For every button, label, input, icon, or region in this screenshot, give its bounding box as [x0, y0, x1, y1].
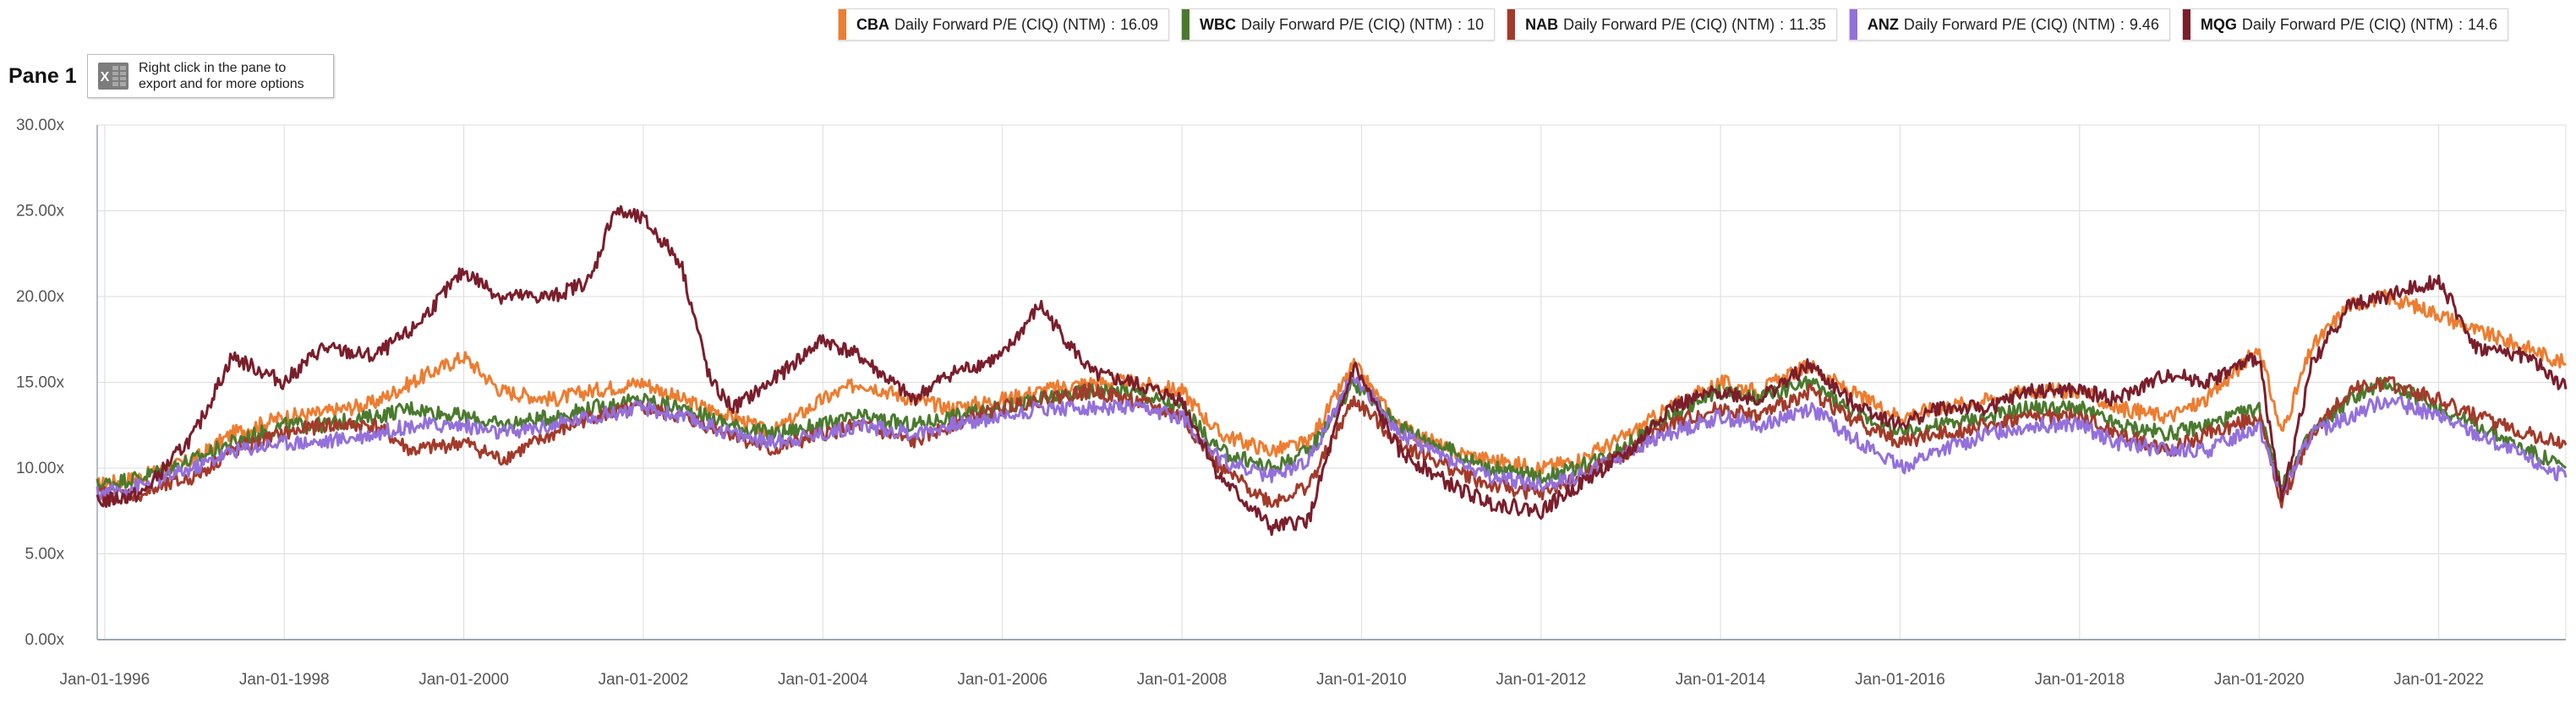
x-tick-label: Jan-01-2000: [418, 671, 509, 689]
legend-swatch: [1849, 9, 1857, 40]
export-hint-line1: Right click in the pane to: [139, 61, 287, 75]
svg-text:X: X: [101, 70, 110, 84]
legend-item-cba[interactable]: CBA Daily Forward P/E (CIQ) (NTM):16.09: [837, 8, 1170, 41]
x-tick-label: Jan-01-1998: [239, 671, 330, 689]
legend-swatch: [1507, 9, 1516, 40]
x-tick-label: Jan-01-2014: [1676, 671, 1766, 689]
series-line-mqg: [96, 204, 2568, 537]
legend-item-mqg[interactable]: MQG Daily Forward P/E (CIQ) (NTM):14.6: [2181, 8, 2508, 41]
export-hint-box[interactable]: X Right click in the pane to export and …: [87, 54, 334, 98]
legend-code: NAB: [1525, 15, 1559, 33]
legend-code: WBC: [1200, 15, 1237, 33]
legend-swatch: [2182, 9, 2190, 40]
legend-item-nab[interactable]: NAB Daily Forward P/E (CIQ) (NTM):11.35: [1507, 8, 1837, 41]
series-line-anz: [96, 372, 2568, 501]
legend-separator: :: [2119, 15, 2125, 33]
y-tick-label: 20.00x: [16, 288, 65, 306]
legend-swatch: [1182, 9, 1190, 40]
legend-desc: Daily Forward P/E (CIQ) (NTM): [1903, 15, 2115, 33]
x-tick-label: Jan-01-2020: [2214, 671, 2305, 689]
legend-separator: :: [1458, 15, 1463, 33]
legend-value: 16.09: [1119, 15, 1159, 33]
x-tick-label: Jan-01-2012: [1496, 671, 1586, 689]
legend-separator: :: [1110, 15, 1115, 33]
chart-legend: CBA Daily Forward P/E (CIQ) (NTM):16.09 WB…: [837, 8, 2508, 41]
legend-desc: Daily Forward P/E (CIQ) (NTM): [1241, 15, 1453, 33]
legend-code: MQG: [2200, 15, 2237, 33]
x-tick-label: Jan-01-2016: [1855, 671, 1945, 689]
y-tick-label: 10.00x: [16, 460, 65, 477]
series-line-cba: [96, 289, 2567, 493]
export-hint-text: Right click in the pane to export and fo…: [139, 60, 304, 92]
x-tick-label: Jan-01-2008: [1137, 671, 1228, 689]
y-tick-label: 5.00x: [25, 546, 65, 564]
legend-item-anz[interactable]: ANZ Daily Forward P/E (CIQ) (NTM):9.46: [1848, 8, 2170, 41]
y-tick-label: 0.00x: [25, 631, 65, 649]
legend-desc: Daily Forward P/E (CIQ) (NTM): [2241, 15, 2453, 33]
excel-export-icon[interactable]: X: [96, 59, 130, 93]
legend-item-wbc[interactable]: WBC Daily Forward P/E (CIQ) (NTM):10: [1181, 8, 1496, 41]
export-hint-line2: export and for more options: [139, 77, 304, 91]
x-tick-label: Jan-01-1996: [59, 671, 150, 689]
x-tick-label: Jan-01-2022: [2393, 671, 2484, 689]
legend-desc: Daily Forward P/E (CIQ) (NTM): [894, 15, 1106, 33]
x-tick-label: Jan-01-2002: [599, 671, 689, 689]
x-tick-label: Jan-01-2010: [1316, 671, 1407, 689]
legend-code: ANZ: [1867, 15, 1899, 33]
legend-value: 14.6: [2467, 15, 2497, 33]
legend-value: 10: [1467, 15, 1485, 33]
y-tick-label: 25.00x: [16, 203, 65, 221]
y-tick-label: 30.00x: [16, 117, 65, 134]
y-tick-label: 15.00x: [16, 374, 65, 392]
legend-code: CBA: [856, 15, 889, 33]
legend-separator: :: [2458, 15, 2463, 33]
x-tick-label: Jan-01-2018: [2034, 671, 2125, 689]
legend-desc: Daily Forward P/E (CIQ) (NTM): [1563, 15, 1775, 33]
legend-value: 9.46: [2129, 15, 2159, 33]
legend-value: 11.35: [1789, 15, 1826, 33]
x-tick-label: Jan-01-2004: [778, 671, 868, 689]
pane-title: Pane 1: [8, 64, 77, 88]
legend-separator: :: [1780, 15, 1785, 33]
legend-swatch: [838, 9, 846, 40]
x-tick-label: Jan-01-2006: [957, 671, 1047, 689]
